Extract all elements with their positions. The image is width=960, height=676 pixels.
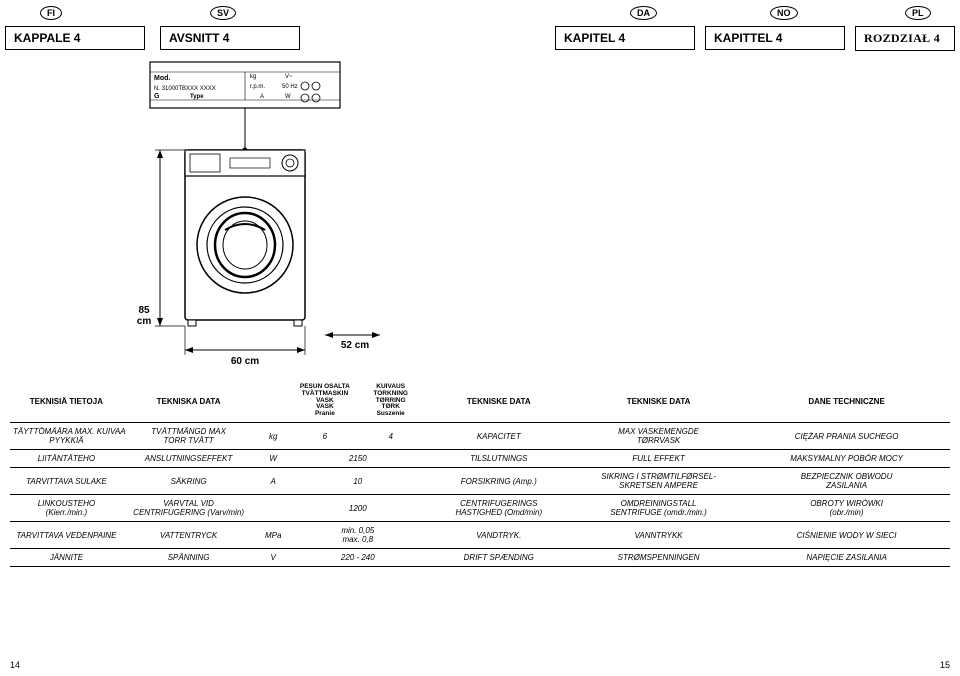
r4-da: VANDTRYK. xyxy=(424,522,574,549)
r0-pl: CIĘŻAR PRANIA SUCHEGO xyxy=(743,423,950,450)
r3-no: OMDREININGSTALL SENTRIFUGE (omdr./min.) xyxy=(574,495,743,522)
dim-height: 85 cm xyxy=(130,305,158,327)
r0-fi: TÄYTTÖMÄÄRA MAX. KUIVAA PYYKKIÄ xyxy=(10,423,123,450)
r5-sv: SPÄNNING xyxy=(123,549,255,567)
r2-da: FORSIKRING (Amp.) xyxy=(424,468,574,495)
r5-fi: JÄNNITE xyxy=(10,549,123,567)
svg-text:A: A xyxy=(260,94,264,100)
r1-fi: LIITÄNTÄTEHO xyxy=(10,450,123,468)
chapter-no: KAPITTEL 4 xyxy=(705,26,845,50)
lang-sv: SV xyxy=(210,6,236,20)
r1-da: TILSLUTNINGS xyxy=(424,450,574,468)
r1-v: 2150 xyxy=(292,450,424,468)
r2-pl: BEZPIECZNIK OBWODU ZASILANIA xyxy=(743,468,950,495)
language-badges: FI SV DA NO PL xyxy=(0,6,960,22)
r1-u: W xyxy=(254,450,292,468)
r3-da: CENTRIFUGERINGS HASTIGHED (Omd/min) xyxy=(424,495,574,522)
r0-sv: TVÄTTMÄNGD MAX TORR TVÄTT xyxy=(123,423,255,450)
r4-fi: TARVITTAVA VEDENPAINE xyxy=(10,522,123,549)
lang-da: DA xyxy=(630,6,657,20)
r4-pl: CIŚNIENIE WODY W SIECI xyxy=(743,522,950,549)
r2-u: A xyxy=(254,468,292,495)
page-number-left: 14 xyxy=(10,660,20,670)
r3-fi: LINKOUSTEHO (Kierr./min.) xyxy=(10,495,123,522)
chapter-sv: AVSNITT 4 xyxy=(160,26,300,50)
head-no: TEKNISKE DATA xyxy=(574,380,743,423)
lang-pl: PL xyxy=(905,6,931,20)
dim-depth: 52 cm xyxy=(325,340,385,351)
appliance-diagram: Mod. N. 31000TBXXX XXXX G Type kg V~ r.p… xyxy=(130,60,410,370)
head-sv: TEKNISKA DATA xyxy=(123,380,255,423)
r0-u: kg xyxy=(254,423,292,450)
svg-text:G: G xyxy=(154,93,160,100)
chapter-headers: KAPPALE 4 AVSNITT 4 KAPITEL 4 KAPITTEL 4… xyxy=(0,26,960,52)
r0-no: MAX VASKEMENGDE TØRRVASK xyxy=(574,423,743,450)
svg-text:Type: Type xyxy=(190,94,204,100)
r2-v: 10 xyxy=(292,468,424,495)
head-dry: KUIVAUS TORKNING TØRRING TØRK Suszenie xyxy=(358,380,424,423)
head-unit xyxy=(254,380,292,423)
r3-pl: OBROTY WIRÓWKI (obr./min) xyxy=(743,495,950,522)
r4-no: VANNTRYKK xyxy=(574,522,743,549)
r5-pl: NAPIĘCIE ZASILANIA xyxy=(743,549,950,567)
r4-sv: VATTENTRYCK xyxy=(123,522,255,549)
r1-no: FULL EFFEKT xyxy=(574,450,743,468)
r0-d: 4 xyxy=(358,423,424,450)
page-number-right: 15 xyxy=(940,660,950,670)
r0-da: KAPACITET xyxy=(424,423,574,450)
r5-da: DRIFT SPÆNDING xyxy=(424,549,574,567)
lang-fi: FI xyxy=(40,6,62,20)
head-wash: PESUN OSALTA TVÄTTMASKIN VASK VASK Prani… xyxy=(292,380,358,423)
head-pl: DANE TECHNICZNE xyxy=(743,380,950,423)
dim-width: 60 cm xyxy=(210,356,280,367)
svg-text:kg: kg xyxy=(250,74,256,80)
chapter-pl: ROZDZIAŁ 4 xyxy=(855,26,955,51)
r1-sv: ANSLUTNINGSEFFEKT xyxy=(123,450,255,468)
svg-text:Mod.: Mod. xyxy=(154,75,170,82)
r5-u: V xyxy=(254,549,292,567)
chapter-da: KAPITEL 4 xyxy=(555,26,695,50)
r3-sv: VARVTAL VID CENTRIFUGERING (Varv/min) xyxy=(123,495,255,522)
r3-u xyxy=(254,495,292,522)
technical-data-table: TEKNISIÄ TIETOJA TEKNISKA DATA PESUN OSA… xyxy=(10,380,950,567)
lang-no: NO xyxy=(770,6,798,20)
chapter-fi: KAPPALE 4 xyxy=(5,26,145,50)
head-da: TEKNISKE DATA xyxy=(424,380,574,423)
r3-v: 1200 xyxy=(292,495,424,522)
svg-text:50 Hz: 50 Hz xyxy=(282,84,298,90)
r5-no: STRØMSPENNINGEN xyxy=(574,549,743,567)
r0-w: 6 xyxy=(292,423,358,450)
r2-fi: TARVITTAVA SULAKE xyxy=(10,468,123,495)
svg-text:V~: V~ xyxy=(285,74,293,80)
r1-pl: MAKSYMALNY POBÓR MOCY xyxy=(743,450,950,468)
svg-text:r.p.m.: r.p.m. xyxy=(250,84,265,90)
washing-machine-icon xyxy=(155,150,380,355)
svg-text:N. 31000TBXXX XXXX: N. 31000TBXXX XXXX xyxy=(154,86,216,92)
r5-v: 220 - 240 xyxy=(292,549,424,567)
svg-text:W: W xyxy=(285,94,291,100)
r2-sv: SÄKRING xyxy=(123,468,255,495)
r4-v: min. 0,05 max. 0,8 xyxy=(292,522,424,549)
rating-plate-icon: Mod. N. 31000TBXXX XXXX G Type kg V~ r.p… xyxy=(150,62,340,153)
r4-u: MPa xyxy=(254,522,292,549)
head-fi: TEKNISIÄ TIETOJA xyxy=(10,380,123,423)
r2-no: SIKRING I STRØMTILFØRSEL- SKRETSEN AMPER… xyxy=(574,468,743,495)
